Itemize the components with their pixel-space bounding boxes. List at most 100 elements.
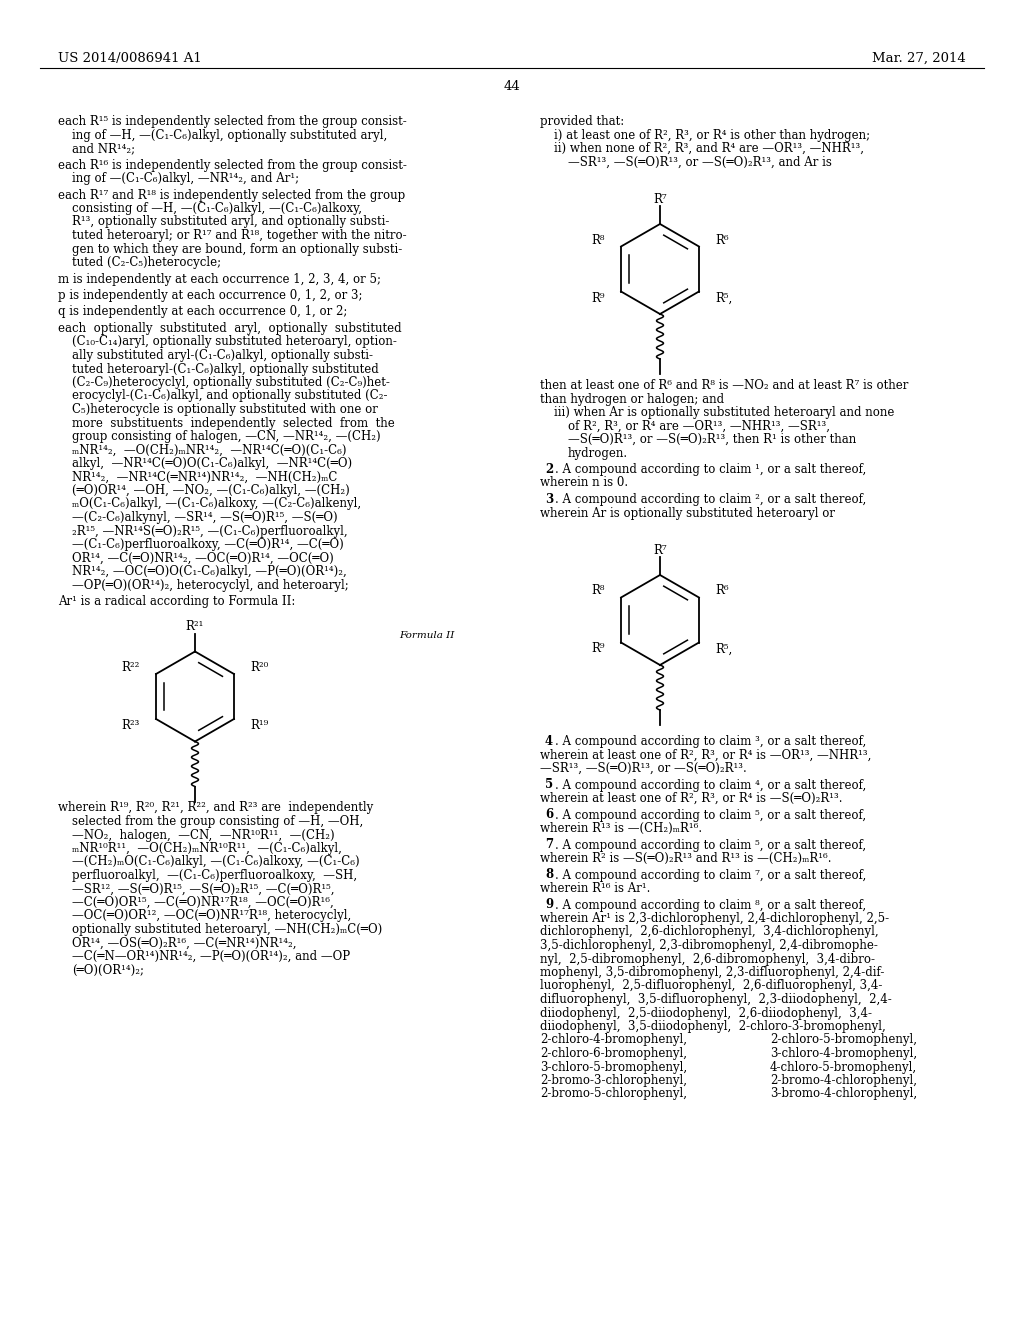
Text: R²¹: R²¹ <box>185 620 204 634</box>
Text: more  substituents  independently  selected  from  the: more substituents independently selected… <box>72 417 394 429</box>
Text: . A compound according to claim ³, or a salt thereof,: . A compound according to claim ³, or a … <box>555 735 866 748</box>
Text: 3-chloro-5-bromophenyl,: 3-chloro-5-bromophenyl, <box>540 1060 687 1073</box>
Text: 2-chloro-4-bromophenyl,: 2-chloro-4-bromophenyl, <box>540 1034 687 1047</box>
Text: R⁹: R⁹ <box>591 643 605 656</box>
Text: R⁶: R⁶ <box>715 585 729 598</box>
Text: tuted heteroaryl; or R¹⁷ and R¹⁸, together with the nitro-: tuted heteroaryl; or R¹⁷ and R¹⁸, togeth… <box>72 228 407 242</box>
Text: 3,5-dichlorophenyl, 2,3-dibromophenyl, 2,4-dibromophe-: 3,5-dichlorophenyl, 2,3-dibromophenyl, 2… <box>540 939 878 952</box>
Text: 3-bromo-4-chlorophenyl,: 3-bromo-4-chlorophenyl, <box>770 1088 918 1101</box>
Text: wherein R¹³ is —(CH₂)ₘR¹⁶.: wherein R¹³ is —(CH₂)ₘR¹⁶. <box>540 822 702 836</box>
Text: tuted (C₂-C₅)heterocycle;: tuted (C₂-C₅)heterocycle; <box>72 256 221 269</box>
Text: OR¹⁴, —OS(═O)₂R¹⁶, —C(═NR¹⁴)NR¹⁴₂,: OR¹⁴, —OS(═O)₂R¹⁶, —C(═NR¹⁴)NR¹⁴₂, <box>72 936 297 949</box>
Text: i) at least one of R², R³, or R⁴ is other than hydrogen;: i) at least one of R², R³, or R⁴ is othe… <box>554 128 870 141</box>
Text: —(C₂-C₆)alkynyl, —SR¹⁴, —S(═O)R¹⁵, —S(═O): —(C₂-C₆)alkynyl, —SR¹⁴, —S(═O)R¹⁵, —S(═O… <box>72 511 338 524</box>
Text: alkyl,  —NR¹⁴C(═O)O(C₁-C₆)alkyl,  —NR¹⁴C(═O): alkyl, —NR¹⁴C(═O)O(C₁-C₆)alkyl, —NR¹⁴C(═… <box>72 457 352 470</box>
Text: hydrogen.: hydrogen. <box>568 446 628 459</box>
Text: R²²: R²² <box>122 661 139 675</box>
Text: —OP(═O)(OR¹⁴)₂, heterocyclyl, and heteroaryl;: —OP(═O)(OR¹⁴)₂, heterocyclyl, and hetero… <box>72 578 349 591</box>
Text: R¹³, optionally substituted aryl, and optionally substi-: R¹³, optionally substituted aryl, and op… <box>72 215 389 228</box>
Text: R⁵,: R⁵, <box>715 643 732 656</box>
Text: . A compound according to claim ¹, or a salt thereof,: . A compound according to claim ¹, or a … <box>555 463 866 477</box>
Text: US 2014/0086941 A1: US 2014/0086941 A1 <box>58 51 202 65</box>
Text: R⁷: R⁷ <box>653 193 667 206</box>
Text: each  optionally  substituted  aryl,  optionally  substituted: each optionally substituted aryl, option… <box>58 322 401 335</box>
Text: optionally substituted heteroaryl, —NH(CH₂)ₘC(═O): optionally substituted heteroaryl, —NH(C… <box>72 923 382 936</box>
Text: 2-bromo-5-chlorophenyl,: 2-bromo-5-chlorophenyl, <box>540 1088 687 1101</box>
Text: dichlorophenyl,  2,6-dichlorophenyl,  3,4-dichlorophenyl,: dichlorophenyl, 2,6-dichlorophenyl, 3,4-… <box>540 925 879 939</box>
Text: —SR¹³, —S(═O)R¹³, or —S(═O)₂R¹³.: —SR¹³, —S(═O)R¹³, or —S(═O)₂R¹³. <box>540 762 746 775</box>
Text: —SR¹³, —S(═O)R¹³, or —S(═O)₂R¹³, and Ar is: —SR¹³, —S(═O)R¹³, or —S(═O)₂R¹³, and Ar … <box>568 156 831 169</box>
Text: R¹⁹: R¹⁹ <box>250 719 268 733</box>
Text: group consisting of halogen, —CN, —NR¹⁴₂, —(CH₂): group consisting of halogen, —CN, —NR¹⁴₂… <box>72 430 381 444</box>
Text: —(C₁-C₆)perfluoroalkoxy, —C(═O)R¹⁴, —C(═O): —(C₁-C₆)perfluoroalkoxy, —C(═O)R¹⁴, —C(═… <box>72 539 344 550</box>
Text: 2-chloro-5-bromophenyl,: 2-chloro-5-bromophenyl, <box>770 1034 918 1047</box>
Text: 5: 5 <box>545 779 553 792</box>
Text: . A compound according to claim ⁷, or a salt thereof,: . A compound according to claim ⁷, or a … <box>555 869 866 882</box>
Text: p is independently at each occurrence 0, 1, 2, or 3;: p is independently at each occurrence 0,… <box>58 289 362 302</box>
Text: ii) when none of R², R³, and R⁴ are —OR¹³, —NHR¹³,: ii) when none of R², R³, and R⁴ are —OR¹… <box>554 143 864 154</box>
Text: nyl,  2,5-dibromophenyl,  2,6-dibromophenyl,  3,4-dibro-: nyl, 2,5-dibromophenyl, 2,6-dibromopheny… <box>540 953 874 965</box>
Text: 2: 2 <box>545 463 553 477</box>
Text: Mar. 27, 2014: Mar. 27, 2014 <box>872 51 966 65</box>
Text: 2-bromo-4-chlorophenyl,: 2-bromo-4-chlorophenyl, <box>770 1074 918 1086</box>
Text: ing of —(C₁-C₆)alkyl, —NR¹⁴₂, and Ar¹;: ing of —(C₁-C₆)alkyl, —NR¹⁴₂, and Ar¹; <box>72 172 299 185</box>
Text: wherein R¹⁹, R²⁰, R²¹, R²², and R²³ are  independently: wherein R¹⁹, R²⁰, R²¹, R²², and R²³ are … <box>58 801 374 814</box>
Text: perfluoroalkyl,  —(C₁-C₆)perfluoroalkoxy,  —SH,: perfluoroalkyl, —(C₁-C₆)perfluoroalkoxy,… <box>72 869 357 882</box>
Text: —S(═O)R¹³, or —S(═O)₂R¹³, then R¹ is other than: —S(═O)R¹³, or —S(═O)₂R¹³, then R¹ is oth… <box>568 433 856 446</box>
Text: 4-chloro-5-bromophenyl,: 4-chloro-5-bromophenyl, <box>770 1060 918 1073</box>
Text: 9: 9 <box>545 899 553 912</box>
Text: ing of —H, —(C₁-C₆)alkyl, optionally substituted aryl,: ing of —H, —(C₁-C₆)alkyl, optionally sub… <box>72 128 387 141</box>
Text: —C(═N—OR¹⁴)NR¹⁴₂, —P(═O)(OR¹⁴)₂, and —OP: —C(═N—OR¹⁴)NR¹⁴₂, —P(═O)(OR¹⁴)₂, and —OP <box>72 950 350 964</box>
Text: wherein R² is —S(═O)₂R¹³ and R¹³ is —(CH₂)ₘR¹⁶.: wherein R² is —S(═O)₂R¹³ and R¹³ is —(CH… <box>540 851 831 865</box>
Text: 7: 7 <box>545 838 553 851</box>
Text: 44: 44 <box>504 81 520 92</box>
Text: q is independently at each occurrence 0, 1, or 2;: q is independently at each occurrence 0,… <box>58 305 347 318</box>
Text: 6: 6 <box>545 808 553 821</box>
Text: . A compound according to claim ⁸, or a salt thereof,: . A compound according to claim ⁸, or a … <box>555 899 866 912</box>
Text: ₘO(C₁-C₆)alkyl, —(C₁-C₆)alkoxy, —(C₂-C₆)alkenyl,: ₘO(C₁-C₆)alkyl, —(C₁-C₆)alkoxy, —(C₂-C₆)… <box>72 498 361 511</box>
Text: wherein Ar¹ is 2,3-dichlorophenyl, 2,4-dichlorophenyl, 2,5-: wherein Ar¹ is 2,3-dichlorophenyl, 2,4-d… <box>540 912 889 925</box>
Text: 3: 3 <box>545 492 553 506</box>
Text: . A compound according to claim ⁵, or a salt thereof,: . A compound according to claim ⁵, or a … <box>555 808 866 821</box>
Text: R⁸: R⁸ <box>591 585 605 598</box>
Text: —C(═O)OR¹⁵, —C(═O)NR¹⁷R¹⁸, —OC(═O)R¹⁶,: —C(═O)OR¹⁵, —C(═O)NR¹⁷R¹⁸, —OC(═O)R¹⁶, <box>72 896 334 909</box>
Text: —(CH₂)ₘO(C₁-C₆)alkyl, —(C₁-C₆)alkoxy, —(C₁-C₆): —(CH₂)ₘO(C₁-C₆)alkyl, —(C₁-C₆)alkoxy, —(… <box>72 855 359 869</box>
Text: 2-bromo-3-chlorophenyl,: 2-bromo-3-chlorophenyl, <box>540 1074 687 1086</box>
Text: ₂R¹⁵, —NR¹⁴S(═O)₂R¹⁵, —(C₁-C₆)perfluoroalkyl,: ₂R¹⁵, —NR¹⁴S(═O)₂R¹⁵, —(C₁-C₆)perfluoroa… <box>72 524 347 537</box>
Text: difluorophenyl,  3,5-difluorophenyl,  2,3-diiodophenyl,  2,4-: difluorophenyl, 3,5-difluorophenyl, 2,3-… <box>540 993 892 1006</box>
Text: (═O)(OR¹⁴)₂;: (═O)(OR¹⁴)₂; <box>72 964 144 977</box>
Text: m is independently at each occurrence 1, 2, 3, 4, or 5;: m is independently at each occurrence 1,… <box>58 272 381 285</box>
Text: wherein at least one of R², R³, or R⁴ is —S(═O)₂R¹³.: wherein at least one of R², R³, or R⁴ is… <box>540 792 843 805</box>
Text: of R², R³, or R⁴ are —OR¹³, —NHR¹³, —SR¹³,: of R², R³, or R⁴ are —OR¹³, —NHR¹³, —SR¹… <box>568 420 830 433</box>
Text: . A compound according to claim ⁴, or a salt thereof,: . A compound according to claim ⁴, or a … <box>555 779 866 792</box>
Text: wherein Ar is optionally substituted heteroaryl or: wherein Ar is optionally substituted het… <box>540 507 835 520</box>
Text: 3-chloro-4-bromophenyl,: 3-chloro-4-bromophenyl, <box>770 1047 918 1060</box>
Text: iii) when Ar is optionally substituted heteroaryl and none: iii) when Ar is optionally substituted h… <box>554 407 894 418</box>
Text: R⁸: R⁸ <box>591 234 605 247</box>
Text: selected from the group consisting of —H, —OH,: selected from the group consisting of —H… <box>72 814 364 828</box>
Text: R²³: R²³ <box>122 719 139 733</box>
Text: . A compound according to claim ², or a salt thereof,: . A compound according to claim ², or a … <box>555 492 866 506</box>
Text: 8: 8 <box>545 869 553 882</box>
Text: erocyclyl-(C₁-C₆)alkyl, and optionally substituted (C₂-: erocyclyl-(C₁-C₆)alkyl, and optionally s… <box>72 389 387 403</box>
Text: wherein R¹⁶ is Ar¹.: wherein R¹⁶ is Ar¹. <box>540 882 650 895</box>
Text: R⁹: R⁹ <box>591 292 605 305</box>
Text: mophenyl, 3,5-dibromophenyl, 2,3-difluorophenyl, 2,4-dif-: mophenyl, 3,5-dibromophenyl, 2,3-difluor… <box>540 966 885 979</box>
Text: each R¹⁵ is independently selected from the group consist-: each R¹⁵ is independently selected from … <box>58 115 407 128</box>
Text: R⁷: R⁷ <box>653 544 667 557</box>
Text: (C₁₀-C₁₄)aryl, optionally substituted heteroaryl, option-: (C₁₀-C₁₄)aryl, optionally substituted he… <box>72 335 397 348</box>
Text: consisting of —H, —(C₁-C₆)alkyl, —(C₁-C₆)alkoxy,: consisting of —H, —(C₁-C₆)alkyl, —(C₁-C₆… <box>72 202 362 215</box>
Text: ₘNR¹⁰R¹¹,  —O(CH₂)ₘNR¹⁰R¹¹,  —(C₁-C₆)alkyl,: ₘNR¹⁰R¹¹, —O(CH₂)ₘNR¹⁰R¹¹, —(C₁-C₆)alkyl… <box>72 842 342 855</box>
Text: C₅)heterocycle is optionally substituted with one or: C₅)heterocycle is optionally substituted… <box>72 403 378 416</box>
Text: —SR¹², —S(═O)R¹⁵, —S(═O)₂R¹⁵, —C(═O)R¹⁵,: —SR¹², —S(═O)R¹⁵, —S(═O)₂R¹⁵, —C(═O)R¹⁵, <box>72 883 335 895</box>
Text: diiodophenyl,  3,5-diiodophenyl,  2-chloro-3-bromophenyl,: diiodophenyl, 3,5-diiodophenyl, 2-chloro… <box>540 1020 886 1034</box>
Text: each R¹⁶ is independently selected from the group consist-: each R¹⁶ is independently selected from … <box>58 158 407 172</box>
Text: —OC(═O)OR¹², —OC(═O)NR¹⁷R¹⁸, heterocyclyl,: —OC(═O)OR¹², —OC(═O)NR¹⁷R¹⁸, heterocycly… <box>72 909 351 923</box>
Text: R⁵,: R⁵, <box>715 292 732 305</box>
Text: luorophenyl,  2,5-difluorophenyl,  2,6-difluorophenyl, 3,4-: luorophenyl, 2,5-difluorophenyl, 2,6-dif… <box>540 979 883 993</box>
Text: then at least one of R⁶ and R⁸ is —NO₂ and at least R⁷ is other: then at least one of R⁶ and R⁸ is —NO₂ a… <box>540 379 908 392</box>
Text: Ar¹ is a radical according to Formula II:: Ar¹ is a radical according to Formula II… <box>58 595 295 609</box>
Text: provided that:: provided that: <box>540 115 625 128</box>
Text: wherein at least one of R², R³, or R⁴ is —OR¹³, —NHR¹³,: wherein at least one of R², R³, or R⁴ is… <box>540 748 871 762</box>
Text: —NO₂,  halogen,  —CN,  —NR¹⁰R¹¹,  —(CH₂): —NO₂, halogen, —CN, —NR¹⁰R¹¹, —(CH₂) <box>72 829 335 842</box>
